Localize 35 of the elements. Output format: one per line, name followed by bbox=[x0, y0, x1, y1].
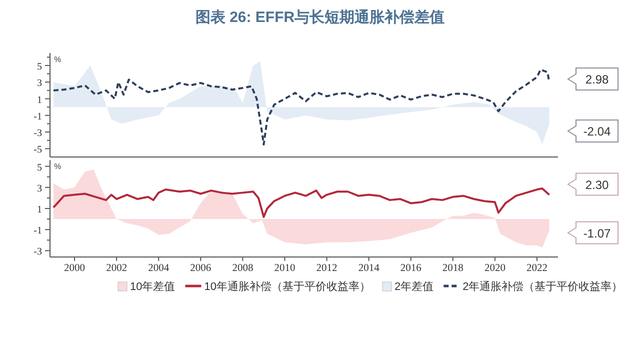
legend-label: 2年通胀补偿（基于平价收益率） bbox=[462, 280, 623, 293]
x-tick-label: 2018 bbox=[442, 263, 464, 274]
y-tick-label: 1 bbox=[37, 204, 42, 216]
x-tick-label: 2002 bbox=[106, 263, 128, 274]
y-tick-label: -1 bbox=[34, 226, 42, 237]
legend-label: 10年通胀补偿（基于平价收益率） bbox=[204, 280, 370, 293]
x-tick-label: 2022 bbox=[526, 263, 548, 274]
y-tick-label: 5 bbox=[37, 61, 42, 72]
y-tick-label: -5 bbox=[34, 144, 42, 156]
x-tick-label: 2016 bbox=[400, 263, 422, 274]
line-series bbox=[52, 187, 550, 218]
x-tick-label: 2000 bbox=[64, 263, 86, 274]
text: -2.04 bbox=[583, 124, 611, 138]
y-tick-label: 3 bbox=[37, 78, 42, 90]
y-axis-title: % bbox=[54, 55, 62, 64]
y-tick-label: 1 bbox=[37, 94, 42, 106]
x-tick-label: 2004 bbox=[148, 263, 170, 274]
x-tick-label: 2012 bbox=[316, 263, 338, 274]
x-tick-label: 2014 bbox=[358, 263, 380, 274]
legend-label: 10年差值 bbox=[130, 281, 176, 293]
legend-label: 2年差值 bbox=[394, 281, 434, 293]
text: 2.30 bbox=[585, 178, 609, 192]
y-axis-title: % bbox=[54, 162, 62, 171]
x-tick-label: 2008 bbox=[232, 263, 254, 274]
text: 2.98 bbox=[585, 72, 609, 86]
x-tick-label: 2020 bbox=[484, 263, 506, 274]
text: -1.07 bbox=[583, 226, 611, 240]
x-tick-label: 2010 bbox=[274, 263, 296, 274]
y-tick-label: -3 bbox=[34, 128, 42, 140]
y-tick-label: -3 bbox=[34, 246, 42, 258]
y-tick-label: -1 bbox=[34, 111, 42, 122]
chart-title: 图表 26: EFFR与长短期通胀补偿差值 bbox=[195, 8, 445, 26]
x-tick-label: 2006 bbox=[190, 263, 212, 274]
y-tick-label: 3 bbox=[37, 183, 42, 194]
y-tick-label: 5 bbox=[37, 162, 42, 174]
